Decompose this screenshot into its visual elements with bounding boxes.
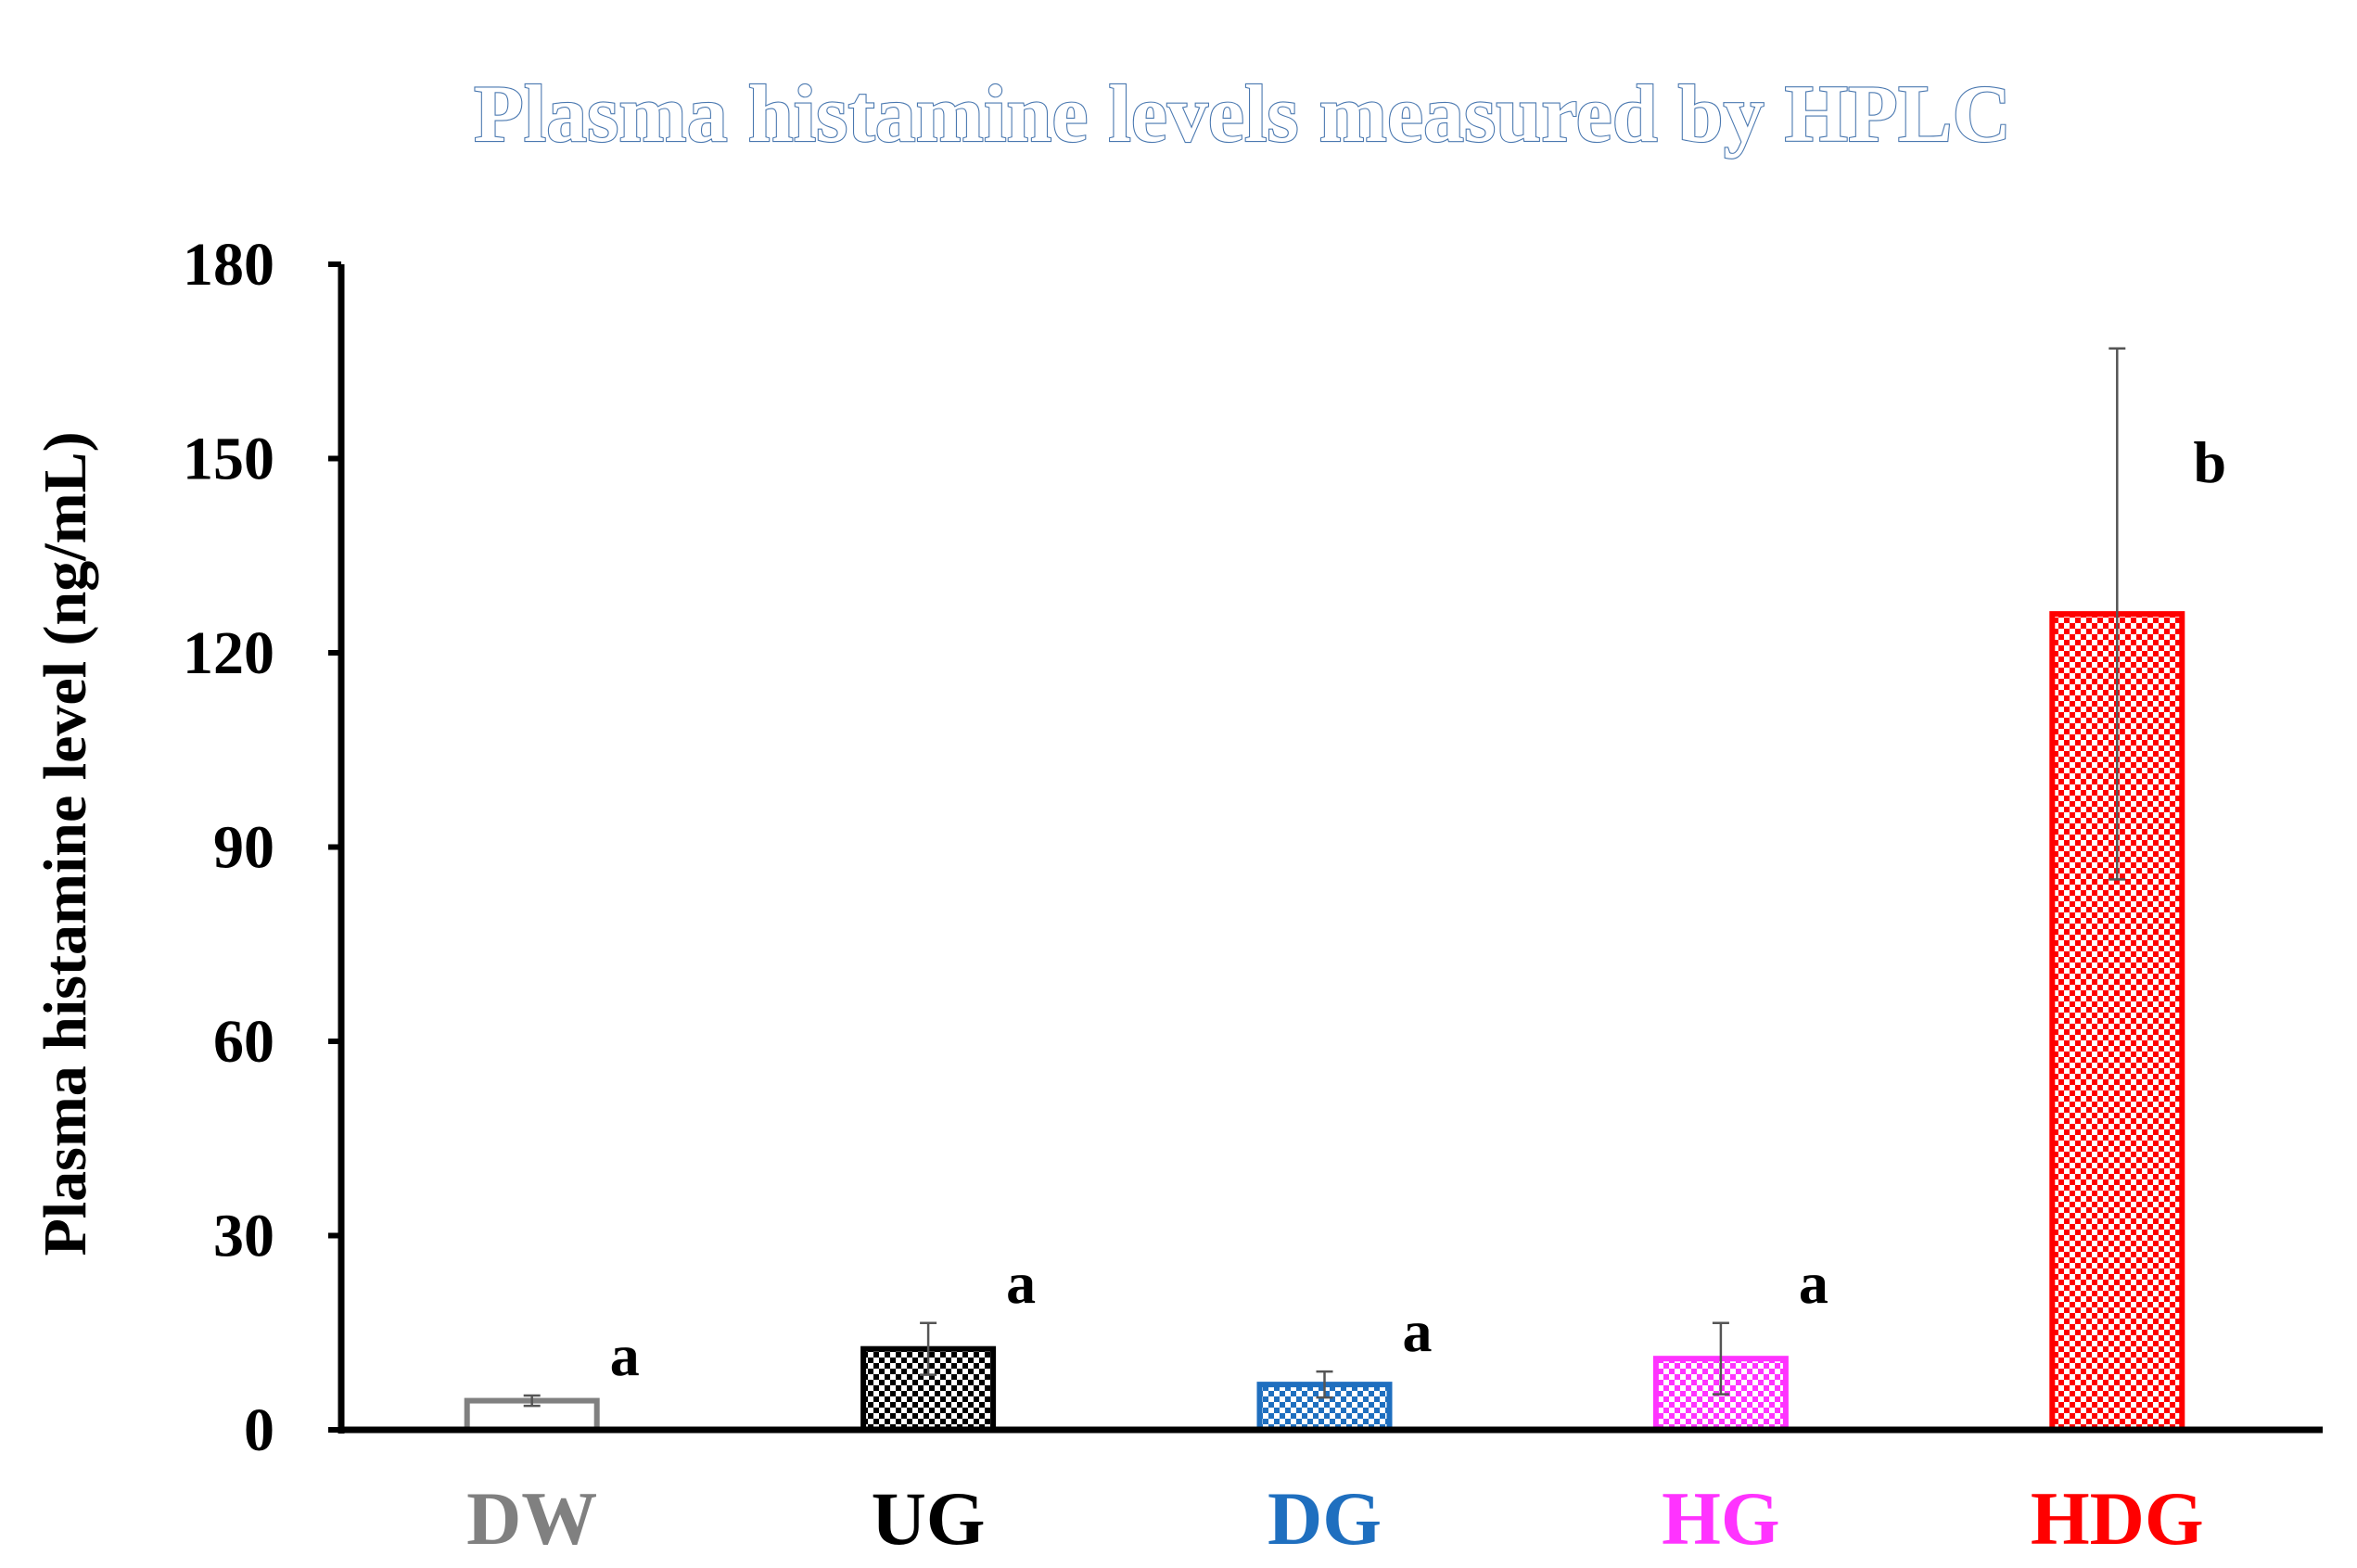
x-tick-label: HDG bbox=[2031, 1476, 2204, 1561]
x-axis: DW UG DG HG HDG bbox=[338, 1426, 2323, 1561]
y-axis: 0 30 60 90 120 150 180 bbox=[183, 231, 345, 1464]
significance-label: b bbox=[2194, 429, 2227, 495]
significance-label: a bbox=[1006, 1250, 1036, 1316]
y-tick-label: 30 bbox=[213, 1203, 274, 1270]
y-tick-label: 180 bbox=[183, 231, 274, 299]
y-tick-label: 150 bbox=[183, 426, 274, 493]
significance-label: a bbox=[1403, 1298, 1433, 1364]
x-tick-label: UG bbox=[872, 1476, 986, 1561]
y-tick-label: 60 bbox=[213, 1008, 274, 1076]
y-tick-label: 0 bbox=[244, 1396, 274, 1464]
error-bars bbox=[523, 347, 2126, 1408]
x-tick-label: DW bbox=[466, 1476, 597, 1561]
significance-label: a bbox=[610, 1322, 640, 1388]
y-tick-label: 120 bbox=[183, 619, 274, 687]
x-tick-label: DG bbox=[1268, 1476, 1382, 1561]
significance-label: a bbox=[1799, 1250, 1828, 1316]
y-axis-label: Plasma histamine level (ng/mL) bbox=[32, 431, 99, 1256]
bars bbox=[464, 611, 2185, 1434]
y-tick-label: 90 bbox=[213, 814, 274, 882]
significance-labels: a a a a b bbox=[610, 429, 2226, 1388]
chart-title: Plasma histamine levels measured by HPLC bbox=[474, 70, 2011, 159]
x-tick-label: HG bbox=[1662, 1476, 1780, 1561]
